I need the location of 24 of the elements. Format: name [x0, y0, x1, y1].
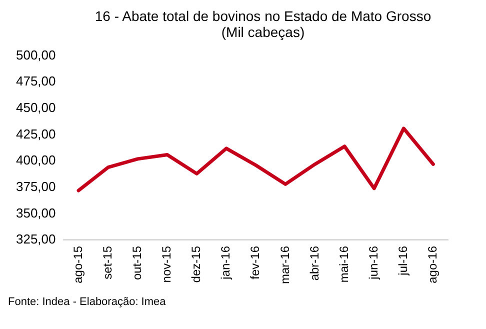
x-tick-label: nov-15 — [160, 246, 174, 283]
y-tick-label: 500,00 — [16, 47, 56, 62]
y-tick-label: 425,00 — [16, 126, 56, 142]
y-tick-label: 475,00 — [16, 74, 56, 89]
chart-title: 16 - Abate total de bovinos no Estado de Mato Grosso — [94, 8, 432, 24]
x-tick-label: ago-15 — [70, 246, 85, 284]
y-tick-label: 400,00 — [16, 152, 56, 168]
y-tick-label: 325,00 — [16, 232, 56, 247]
x-tick-label: mai-16 — [336, 246, 351, 283]
x-tick-label: jan-16 — [218, 246, 233, 280]
x-tick-label: set-15 — [100, 246, 114, 280]
y-tick-label: 450,00 — [16, 100, 56, 116]
x-tick-label: dez-15 — [189, 246, 204, 283]
x-tick-label: out-15 — [130, 246, 144, 280]
x-tick-label: ago-16 — [426, 246, 440, 284]
x-tick-label: jul-16 — [396, 246, 410, 276]
x-tick-label: abr-16 — [307, 246, 322, 281]
source-note: Fonte: Indea - Elaboração: Imea — [8, 296, 167, 308]
y-tick-label: 350,00 — [16, 205, 56, 220]
x-tick-label: fev-16 — [248, 246, 262, 280]
x-tick-label: jun-16 — [366, 246, 380, 280]
x-tick-label: mar-16 — [278, 246, 292, 284]
chart-subtitle: (Mil cabeças) — [220, 24, 306, 40]
y-tick-label: 375,00 — [16, 178, 56, 194]
